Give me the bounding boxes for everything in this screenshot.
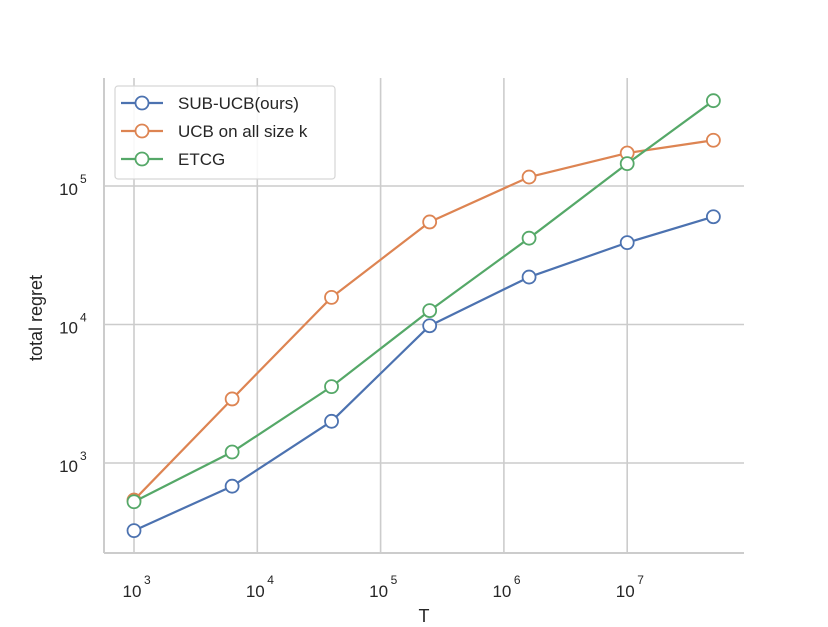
svg-text:5: 5 — [80, 172, 87, 186]
legend-entry: UCB on all size k — [121, 122, 308, 141]
data-point-marker — [324, 379, 339, 395]
y-tick-label: 104 — [59, 311, 87, 338]
x-tick-label: 103 — [123, 573, 151, 601]
svg-text:6: 6 — [514, 573, 521, 587]
series-etcg — [126, 93, 721, 510]
svg-text:10: 10 — [616, 582, 635, 601]
y-tick-label: 103 — [59, 449, 87, 476]
svg-text:7: 7 — [637, 573, 644, 587]
legend-entry: ETCG — [121, 150, 225, 169]
y-axis-label: total regret — [26, 275, 46, 361]
series-sub-ucb-ours — [126, 209, 721, 539]
svg-text:10: 10 — [369, 582, 388, 601]
svg-text:10: 10 — [492, 582, 511, 601]
svg-text:5: 5 — [391, 573, 398, 587]
svg-text:4: 4 — [80, 311, 87, 325]
legend-marker-icon — [134, 95, 150, 111]
x-tick-label: 104 — [246, 573, 274, 601]
legend-marker-icon — [134, 151, 150, 167]
x-tick-label: 106 — [492, 573, 520, 601]
data-point-marker — [422, 303, 438, 318]
svg-text:4: 4 — [267, 573, 274, 587]
svg-text:10: 10 — [59, 457, 78, 476]
x-tick-label: 107 — [616, 573, 644, 601]
data-point-marker — [126, 523, 142, 539]
legend-label: SUB-UCB(ours) — [178, 94, 299, 113]
legend-entry: SUB-UCB(ours) — [121, 94, 299, 113]
data-point-marker — [224, 444, 240, 460]
data-point-marker — [619, 156, 635, 172]
legend-marker-icon — [134, 123, 150, 139]
series-ucb-on-all-size-k — [126, 132, 721, 508]
data-point-marker — [521, 269, 537, 285]
data-point-marker — [324, 289, 339, 305]
svg-text:10: 10 — [59, 319, 78, 338]
data-point-marker — [422, 214, 438, 230]
data-point-marker — [521, 169, 537, 185]
svg-text:3: 3 — [80, 449, 87, 463]
data-point-marker — [224, 391, 240, 407]
data-point-marker — [126, 494, 142, 510]
data-point-marker — [705, 93, 721, 109]
svg-text:3: 3 — [144, 573, 151, 587]
data-point-marker — [705, 209, 721, 225]
svg-text:10: 10 — [246, 582, 265, 601]
axes — [103, 78, 744, 554]
legend-label: ETCG — [178, 150, 225, 169]
data-point-marker — [619, 235, 635, 251]
data-point-marker — [224, 478, 240, 494]
y-tick-label: 105 — [59, 172, 87, 199]
svg-text:10: 10 — [123, 582, 142, 601]
x-axis-label: T — [419, 606, 430, 626]
data-point-marker — [521, 230, 537, 246]
legend: SUB-UCB(ours) UCB on all size k ETCG — [114, 85, 336, 180]
legend-label: UCB on all size k — [178, 122, 308, 141]
data-point-marker — [324, 413, 339, 429]
x-tick-label: 105 — [369, 573, 397, 601]
legend-box — [114, 85, 336, 180]
data-point-marker — [422, 318, 438, 334]
svg-text:10: 10 — [59, 180, 78, 199]
data-series — [126, 93, 721, 539]
data-point-marker — [705, 132, 721, 148]
